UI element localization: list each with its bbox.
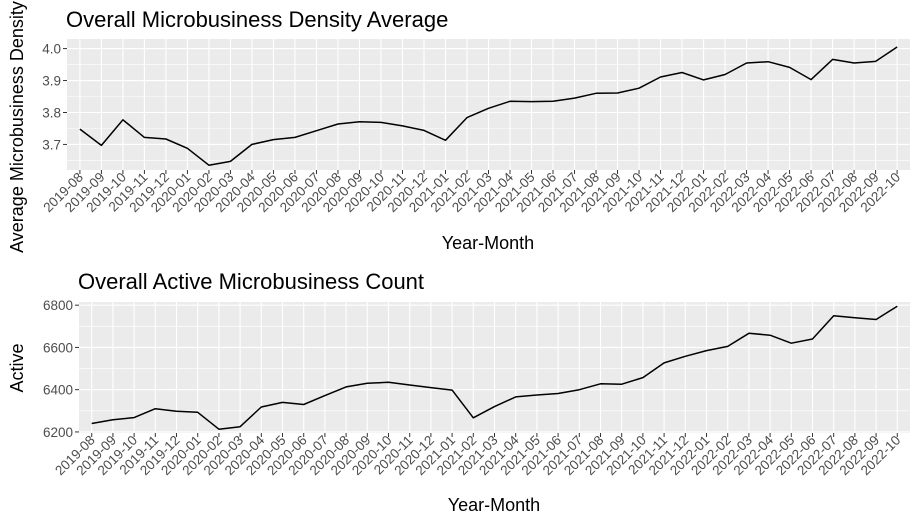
- x-axis: 2019-082019-092019-102019-112019-122020-…: [40, 169, 903, 215]
- series-line: [79, 46, 898, 166]
- y-tick-label: 4.0: [42, 42, 61, 57]
- y-tick-label: 3.9: [42, 74, 61, 89]
- y-tick-label: 6800: [43, 298, 73, 313]
- series-line: [91, 305, 898, 430]
- x-axis: 2019-082019-092019-102019-112019-122020-…: [52, 432, 903, 478]
- chart-title: Overall Microbusiness Density Average: [66, 7, 448, 32]
- series: [79, 46, 898, 166]
- gridlines: [79, 302, 910, 433]
- x-axis-title: Year-Month: [442, 233, 534, 253]
- y-axis-title: Average Microbusiness Density: [7, 1, 27, 253]
- y-tick-label: 3.8: [42, 105, 61, 120]
- y-tick-label: 6600: [43, 340, 73, 355]
- y-tick-label: 3.7: [42, 137, 61, 152]
- y-axis: 3.7 3.8 3.9 4.0: [42, 42, 67, 152]
- chart-title: Overall Active Microbusiness Count: [78, 269, 424, 294]
- active-count-chart: Overall Active Microbusiness Count 62006…: [7, 269, 910, 515]
- gridlines: [67, 39, 910, 170]
- y-tick-label: 6200: [43, 425, 73, 440]
- y-axis: 6200 6400 6600 6800: [43, 298, 79, 440]
- y-axis-title: Active: [7, 343, 27, 392]
- density-chart: Overall Microbusiness Density Average 3.…: [7, 1, 910, 253]
- series: [91, 305, 898, 430]
- y-tick-label: 6400: [43, 383, 73, 398]
- x-axis-title: Year-Month: [448, 495, 540, 515]
